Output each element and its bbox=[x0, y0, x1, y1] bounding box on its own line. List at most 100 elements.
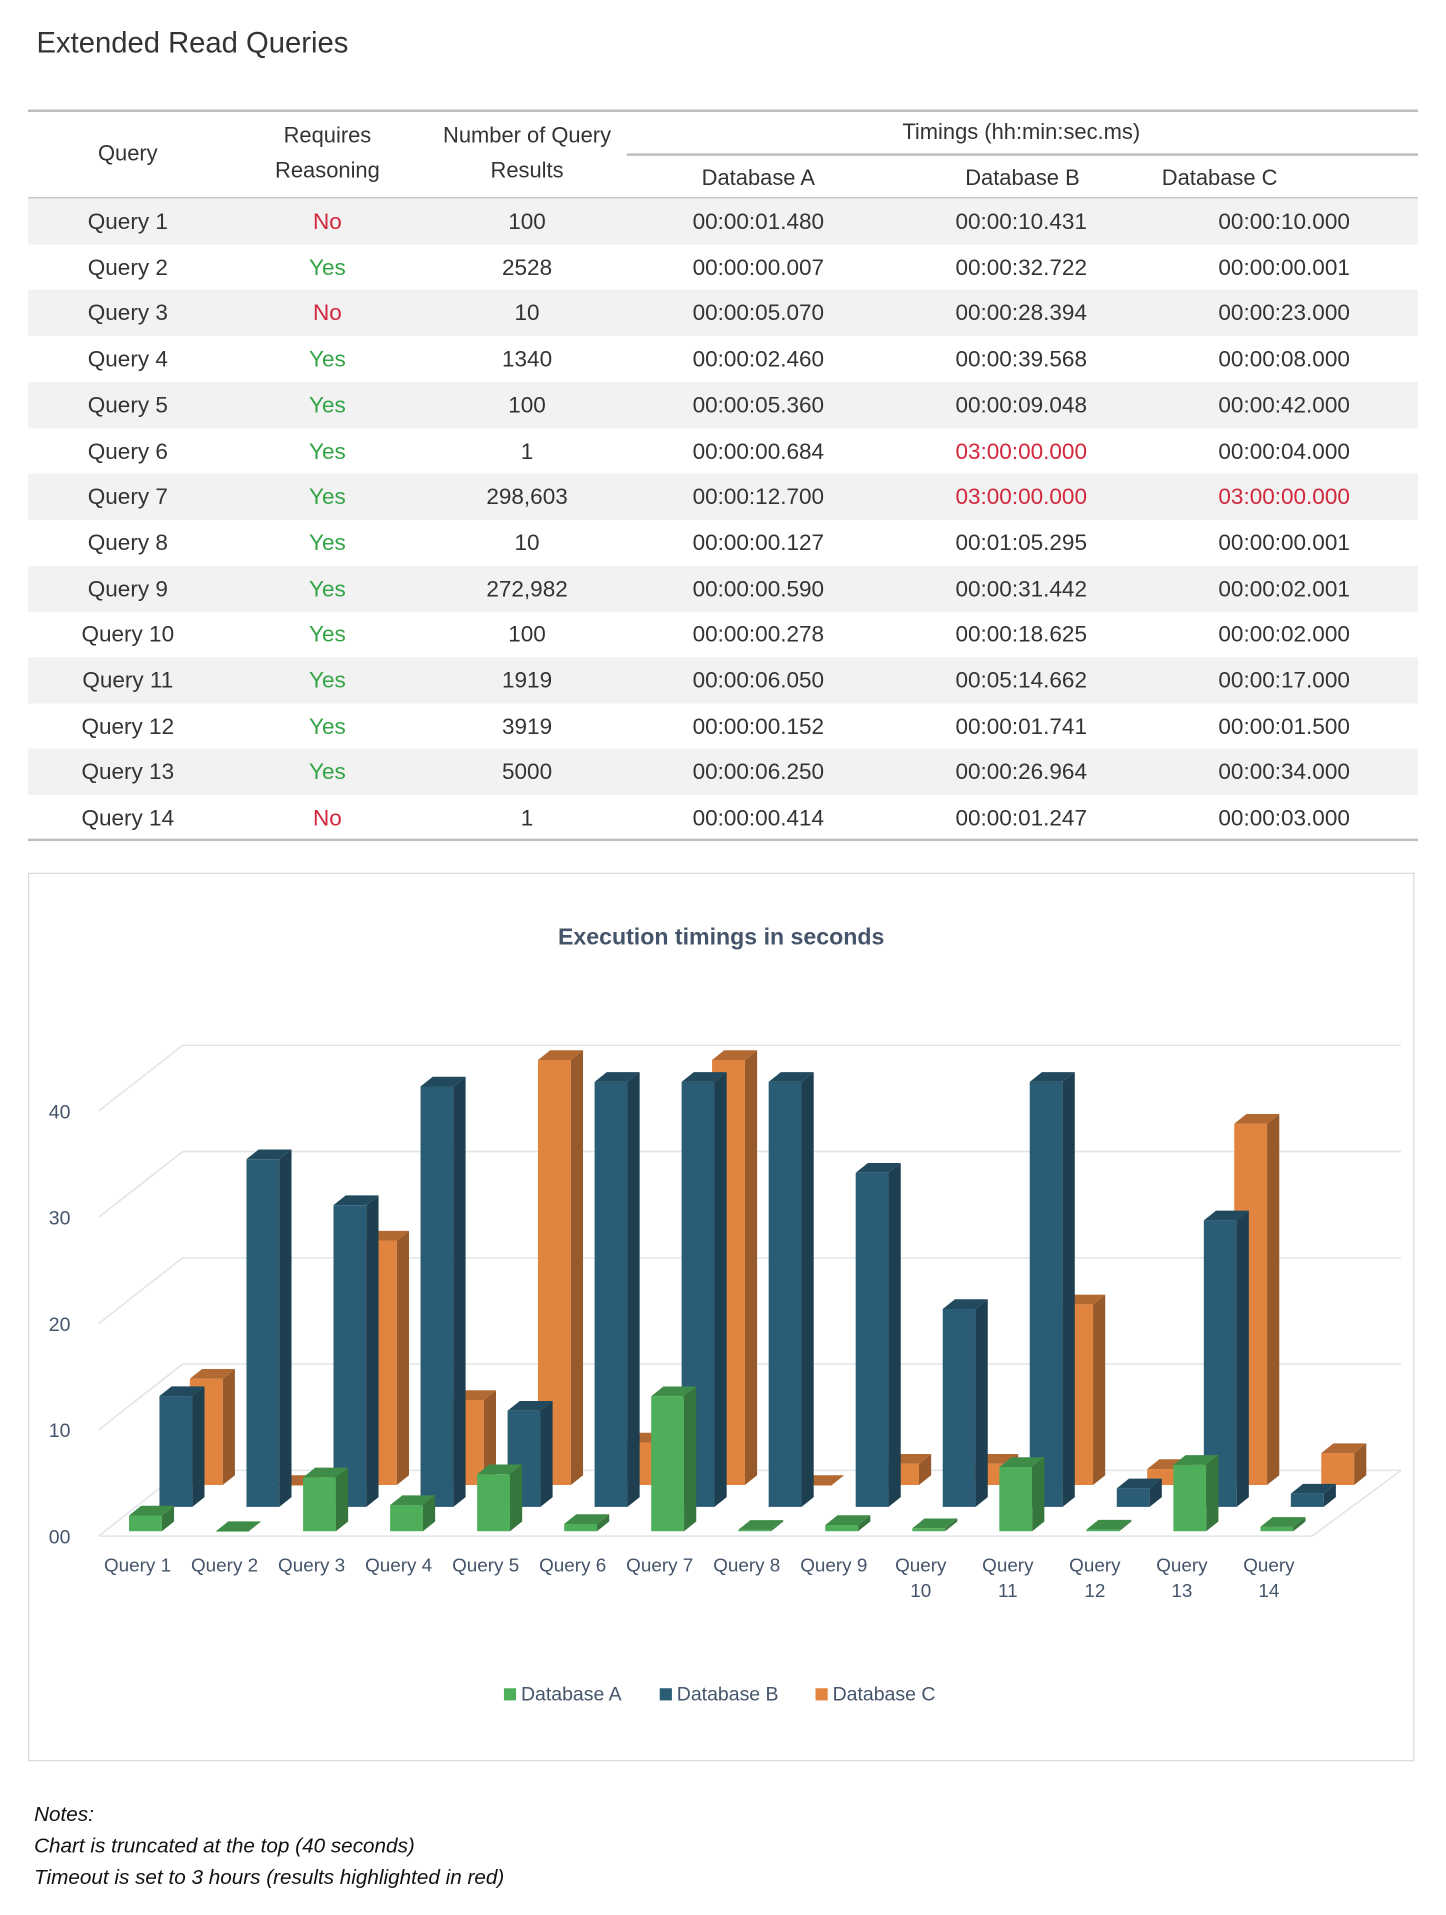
cell-results: 1340 bbox=[501, 345, 553, 372]
bar-front-face bbox=[999, 1466, 1033, 1532]
bar-top-face bbox=[129, 1505, 175, 1516]
bar-front-face bbox=[799, 1484, 832, 1486]
cell-c: 00:00:02.001 bbox=[1218, 575, 1350, 601]
cell-results: 272,982 bbox=[486, 575, 568, 601]
bar-side-face bbox=[1032, 1457, 1045, 1532]
bar-side-face bbox=[597, 1514, 610, 1532]
cell-reasoning: Yes bbox=[309, 483, 346, 510]
cell-b: 00:00:39.568 bbox=[955, 345, 1087, 372]
cell-reasoning: No bbox=[313, 299, 342, 326]
bar-side-face bbox=[1119, 1519, 1132, 1532]
cell-reasoning: Yes bbox=[309, 254, 346, 280]
bar-front-face bbox=[594, 1081, 628, 1507]
x-tick-label-part: Query bbox=[1156, 1554, 1208, 1575]
cell-b: 00:00:26.964 bbox=[955, 758, 1087, 785]
bar-database-a-5 bbox=[477, 1464, 523, 1532]
cell-c: 00:00:04.000 bbox=[1218, 437, 1350, 464]
cell-results: 10 bbox=[514, 529, 540, 555]
bar-side-face bbox=[248, 1521, 262, 1532]
cell-a: 00:00:05.360 bbox=[692, 391, 825, 418]
bar-database-b-9 bbox=[855, 1163, 901, 1507]
bar-side-face bbox=[1354, 1443, 1367, 1485]
x-tick-label-part: 10 bbox=[910, 1580, 931, 1601]
cell-b: 00:00:28.394 bbox=[955, 299, 1087, 326]
header-reasoning: Reasoning bbox=[275, 158, 380, 183]
legend-database-b: Database B bbox=[659, 1685, 779, 1707]
bar-front-face bbox=[246, 1159, 280, 1507]
bar-database-a-6 bbox=[564, 1514, 610, 1532]
cell-reasoning: No bbox=[313, 208, 342, 234]
bar-side-face bbox=[1149, 1478, 1162, 1507]
header-database-c: Database C bbox=[1161, 165, 1278, 190]
bar-database-b-10 bbox=[942, 1299, 988, 1507]
bar-top-face bbox=[507, 1401, 553, 1411]
cell-query: Query 4 bbox=[87, 345, 168, 372]
cell-query: Query 5 bbox=[87, 391, 168, 418]
bar-front-face bbox=[276, 1484, 310, 1486]
legend-database-a: Database A bbox=[503, 1685, 622, 1707]
cell-b: 00:01:05.295 bbox=[955, 529, 1087, 555]
cell-b: 00:00:01.247 bbox=[955, 804, 1087, 831]
bar-side-face bbox=[1206, 1455, 1219, 1532]
cell-a: 00:00:00.127 bbox=[692, 529, 825, 555]
header-divider bbox=[27, 197, 1419, 200]
cell-query: Query 11 bbox=[82, 667, 174, 693]
bar-database-c-14 bbox=[1321, 1443, 1367, 1485]
x-tick-label-part: Query bbox=[982, 1554, 1034, 1575]
table-row: Query 5 Yes 100 00:00:05.360 00:00:09.048 00:… bbox=[27, 381, 1419, 429]
bar-database-b-13 bbox=[1203, 1210, 1249, 1507]
cell-query: Query 3 bbox=[87, 299, 168, 326]
bar-front-face bbox=[1029, 1081, 1063, 1507]
x-tick-label: Query 13 bbox=[1156, 1554, 1208, 1601]
bar-top-face bbox=[1260, 1517, 1306, 1527]
note-line: Timeout is set to 3 hours (results highl… bbox=[34, 1865, 505, 1890]
cell-query: Query 9 bbox=[87, 575, 168, 601]
bar-front-face bbox=[477, 1474, 511, 1532]
bar-front-face bbox=[216, 1531, 249, 1532]
x-tick-label-part: 13 bbox=[1171, 1580, 1192, 1601]
cell-c: 00:00:00.001 bbox=[1218, 529, 1350, 555]
cell-query: Query 8 bbox=[87, 529, 168, 555]
bar-database-a-11 bbox=[999, 1457, 1045, 1532]
bar-top-face bbox=[681, 1072, 727, 1082]
bar-front-face bbox=[1086, 1529, 1120, 1532]
table-row: Query 3 No 10 00:00:05.070 00:00:28.394 00:00… bbox=[27, 290, 1419, 337]
bar-front-face bbox=[738, 1529, 772, 1532]
cell-b: 03:00:00.000 bbox=[955, 437, 1087, 464]
gridline-depth bbox=[98, 1257, 184, 1325]
cell-c: 00:00:17.000 bbox=[1218, 667, 1350, 693]
bar-front-face bbox=[1260, 1526, 1294, 1532]
bar-front-face bbox=[651, 1396, 685, 1532]
bar-side-face bbox=[540, 1401, 553, 1507]
bar-database-b-2 bbox=[246, 1149, 292, 1507]
x-tick-label-part: Query bbox=[1069, 1554, 1121, 1575]
cell-query: Query 13 bbox=[81, 758, 175, 785]
bar-side-face bbox=[222, 1368, 235, 1485]
bar-side-face bbox=[396, 1230, 409, 1485]
note-line: Chart is truncated at the top (40 second… bbox=[34, 1834, 415, 1858]
cell-b: 00:00:01.741 bbox=[955, 712, 1087, 739]
table-row: Query 9 Yes 272,982 00:00:00.590 00:00:31.44… bbox=[27, 565, 1419, 612]
bar-side-face bbox=[422, 1495, 436, 1532]
cell-a: 00:00:00.590 bbox=[692, 575, 825, 601]
bar-side-face bbox=[279, 1149, 292, 1507]
bar-front-face bbox=[768, 1081, 802, 1507]
cell-a: 00:00:01.480 bbox=[692, 208, 825, 234]
table-row: Query 2 Yes 2528 00:00:00.007 00:00:32.722 00… bbox=[28, 244, 1418, 290]
bar-database-a-1 bbox=[129, 1505, 175, 1532]
x-tick-label: Query 12 bbox=[1069, 1554, 1121, 1601]
bar-front-face bbox=[303, 1477, 336, 1532]
x-tick-label: Query 6 bbox=[539, 1554, 606, 1575]
cell-c: 00:00:03.000 bbox=[1218, 804, 1350, 831]
bar-side-face bbox=[975, 1299, 988, 1507]
chart-plot: 00 10 20 30 40 Query 1 Query 2 Query 3 Query 4 Qu… bbox=[49, 1044, 1402, 1601]
cell-query: Query 7 bbox=[87, 483, 168, 510]
cell-reasoning: Yes bbox=[309, 437, 346, 464]
header-query: Query bbox=[97, 141, 158, 166]
table-row: Query 13 Yes 5000 00:00:06.250 00:00:26.964 0… bbox=[27, 749, 1419, 796]
bar-side-face bbox=[483, 1390, 497, 1485]
cell-a: 00:00:05.070 bbox=[692, 299, 825, 326]
cell-a: 00:00:00.414 bbox=[692, 804, 825, 831]
bar-front-face bbox=[420, 1086, 454, 1507]
